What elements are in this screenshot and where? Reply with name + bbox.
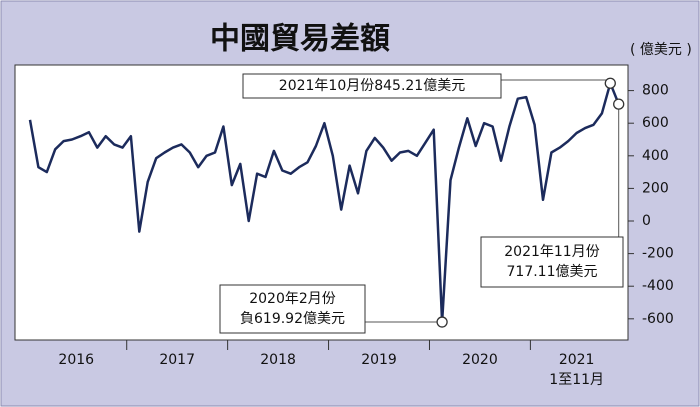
point-marker	[436, 316, 448, 328]
y-tick-label: 800	[642, 83, 669, 99]
annotation-text: 2021年10月份845.21億美元	[279, 78, 465, 94]
annotation-text: 負619.92億美元	[240, 311, 345, 327]
y-tick-label: 200	[642, 180, 669, 196]
y-tick-label: -400	[642, 278, 674, 294]
chart-title: 中國貿易差額	[210, 22, 390, 57]
x-tick-label: 2021	[559, 352, 595, 368]
y-tick-label: -600	[642, 311, 674, 327]
y-tick-label: 400	[642, 148, 669, 164]
point-marker	[604, 77, 616, 89]
x-tick-note: 1至11月	[549, 372, 604, 388]
point-marker	[613, 98, 625, 110]
annotation-box	[480, 236, 624, 288]
annotation-text: 2020年2月份	[249, 291, 336, 307]
y-tick-label: 0	[642, 213, 651, 229]
x-tick-label: 2018	[260, 352, 296, 368]
annotation-text: 2021年11月份	[504, 244, 599, 260]
annotation-box	[219, 284, 366, 334]
annotation-box	[242, 73, 502, 99]
y-tick-label: -200	[642, 246, 674, 262]
annotation-text: 717.11億美元	[507, 264, 598, 280]
data-line	[28, 81, 620, 324]
x-tick-label: 2017	[159, 352, 195, 368]
y-tick-label: 600	[642, 115, 669, 131]
x-tick-label: 2016	[58, 352, 94, 368]
x-tick-label: 2019	[361, 352, 397, 368]
y-unit: ( 億美元 )	[630, 42, 692, 58]
x-tick-label: 2020	[462, 352, 498, 368]
